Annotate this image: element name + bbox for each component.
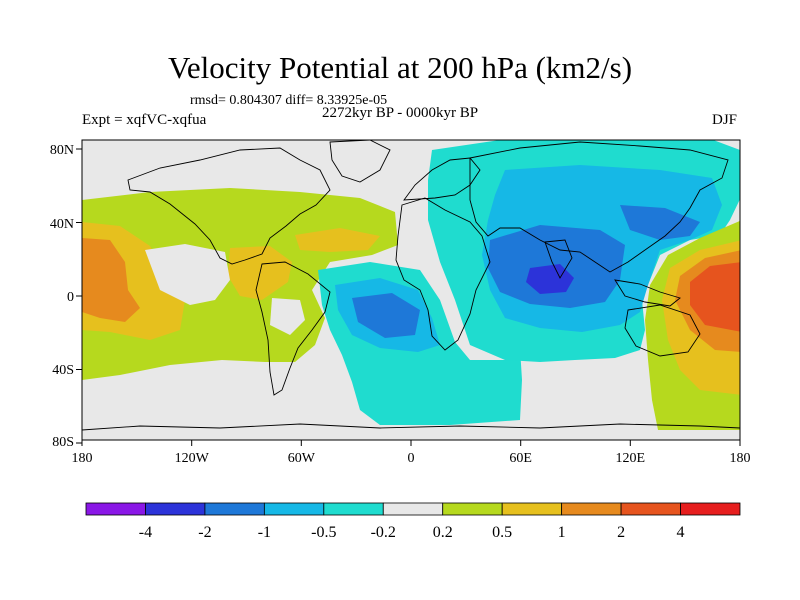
colorbar-swatch <box>145 502 206 516</box>
lat-label-80n: 80N <box>50 143 74 158</box>
region-darkblue-indian <box>526 264 574 294</box>
coast-africa <box>395 197 491 351</box>
colorbar-label: -0.5 <box>311 524 336 541</box>
coast-south-america <box>255 261 331 396</box>
lat-tick-labels: 80N 40N 0 40S 80S <box>50 143 74 450</box>
period-label: 2272kyr BP - 0000kyr BP <box>322 105 479 121</box>
coast-antarctica <box>82 423 740 431</box>
lon-label-180e: 180 <box>730 451 751 466</box>
lon-label-60e: 60E <box>509 451 532 466</box>
region-neutral-pacific <box>145 244 230 305</box>
colorbar-label: -0.2 <box>371 524 396 541</box>
colorbar-swatch <box>442 502 503 516</box>
coast-north-america <box>127 147 331 265</box>
lat-label-80s: 80S <box>52 435 74 450</box>
coast-india <box>544 239 573 279</box>
region-deep-orange-pacific-west <box>82 238 140 322</box>
colorbar-label: 0.5 <box>492 524 512 541</box>
field-shading <box>82 140 740 440</box>
colorbar-swatch <box>204 502 265 516</box>
region-red-west-pacific <box>690 262 740 332</box>
stats-line: rmsd= 0.804307 diff= 8.33925e-05 <box>190 93 388 108</box>
colorbar-label: 2 <box>617 524 625 541</box>
colorbar-swatch <box>501 502 563 516</box>
lon-label-60w: 60W <box>288 451 316 466</box>
lon-label-180w: 180 <box>72 451 93 466</box>
region-blue-east-asia <box>620 205 700 240</box>
colorbar-label: 1 <box>558 524 566 541</box>
colorbar-swatch <box>680 502 741 516</box>
colorbar-swatch <box>561 502 622 516</box>
lon-label-120w: 120W <box>175 451 210 466</box>
region-blue-atlantic <box>352 293 420 338</box>
coast-europe <box>403 157 481 201</box>
coast-greenland <box>329 140 391 183</box>
colorbar-label: -4 <box>139 524 152 541</box>
lon-label-0: 0 <box>408 451 415 466</box>
colorbar-label: -2 <box>198 524 211 541</box>
lat-label-40s: 40S <box>52 363 74 378</box>
colorbar-swatch <box>382 502 444 516</box>
region-neutral-south-america <box>270 298 305 335</box>
region-orange-atlantic <box>295 228 380 252</box>
experiment-label: Expt = xqfVC-xqfua <box>82 112 207 128</box>
season-label: DJF <box>712 112 738 128</box>
colorbar-swatch <box>85 502 146 516</box>
lon-tick-labels: 180 120W 60W 0 60E 120E 180 <box>72 451 751 466</box>
colorbar-label: 0.2 <box>433 524 453 541</box>
colorbar-swatch <box>263 502 325 516</box>
coastlines <box>82 140 740 431</box>
lat-tick-marks <box>76 148 82 444</box>
coast-australia <box>624 304 701 357</box>
coast-maritime <box>614 279 681 307</box>
lat-label-0: 0 <box>67 290 74 305</box>
coast-asia <box>469 141 729 273</box>
lon-label-120e: 120E <box>616 451 646 466</box>
colorbar-label: -1 <box>258 524 271 541</box>
lat-label-40n: 40N <box>50 217 74 232</box>
colorbar <box>85 502 741 516</box>
colorbar-swatch <box>323 502 384 516</box>
lon-tick-marks <box>81 440 741 446</box>
map-title: Velocity Potential at 200 hPa (km2/s) <box>167 50 633 85</box>
colorbar-swatch <box>620 502 681 516</box>
region-neutral-south-pacific <box>195 366 275 398</box>
colorbar-labels: -4 -2 -1 -0.5 -0.2 0.2 0.5 1 2 4 <box>139 524 685 541</box>
colorbar-label: 4 <box>677 524 685 541</box>
